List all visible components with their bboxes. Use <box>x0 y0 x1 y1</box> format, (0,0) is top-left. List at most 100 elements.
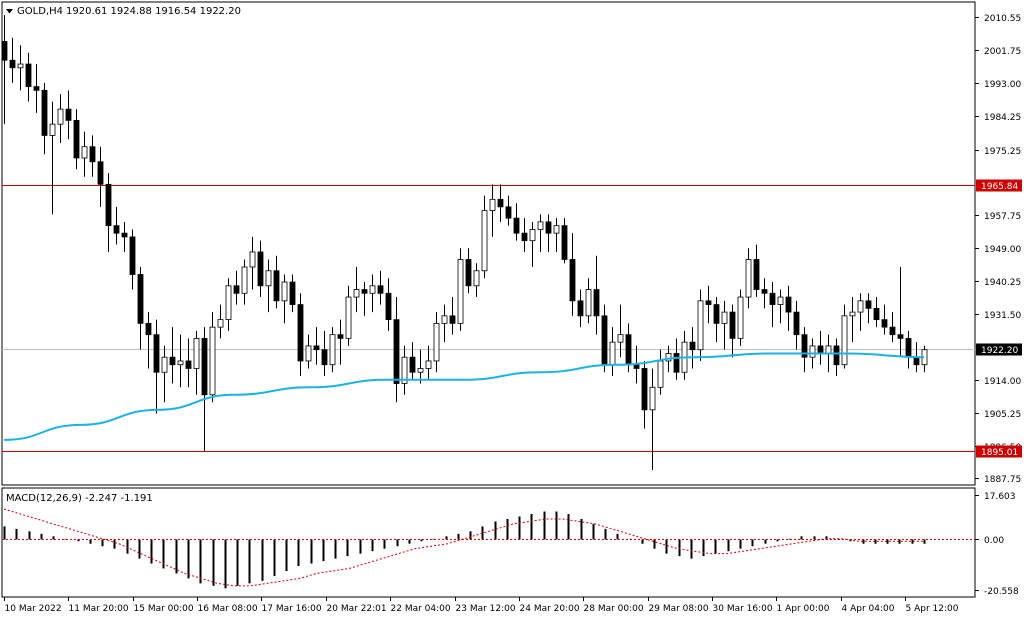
candle[interactable] <box>809 345 816 358</box>
candle[interactable] <box>529 229 536 242</box>
candle[interactable] <box>385 292 392 321</box>
macd-panel[interactable] <box>1 487 976 598</box>
candle[interactable] <box>569 259 576 302</box>
candle[interactable] <box>633 364 640 369</box>
candle[interactable] <box>353 289 360 298</box>
candle[interactable] <box>537 221 544 230</box>
candle[interactable] <box>401 356 408 384</box>
candle[interactable] <box>225 285 232 321</box>
candle[interactable] <box>513 217 520 234</box>
candle[interactable] <box>377 285 384 294</box>
candle[interactable] <box>713 304 720 324</box>
candle[interactable] <box>873 307 880 321</box>
candle[interactable] <box>369 285 376 294</box>
candle[interactable] <box>753 259 760 290</box>
candle[interactable] <box>9 59 16 69</box>
candle[interactable] <box>625 334 632 366</box>
candle[interactable] <box>145 322 152 336</box>
candle[interactable] <box>561 225 568 260</box>
candle[interactable] <box>657 360 664 388</box>
candle[interactable] <box>593 289 600 317</box>
candle[interactable] <box>433 322 440 362</box>
candle[interactable] <box>857 300 864 313</box>
candle[interactable] <box>273 270 280 302</box>
candle[interactable] <box>497 198 504 208</box>
candle[interactable] <box>81 146 88 159</box>
candle[interactable] <box>65 108 72 121</box>
candle[interactable] <box>161 356 168 373</box>
candle[interactable] <box>449 315 456 324</box>
candle[interactable] <box>289 281 296 305</box>
candle[interactable] <box>641 368 648 411</box>
candle[interactable] <box>769 292 776 305</box>
candle[interactable] <box>305 345 312 362</box>
candle[interactable] <box>1 41 8 61</box>
candle[interactable] <box>889 326 896 336</box>
candle[interactable] <box>841 315 848 366</box>
candle[interactable] <box>649 386 656 411</box>
candle[interactable] <box>201 338 208 396</box>
candle[interactable] <box>89 146 96 163</box>
candle[interactable] <box>865 300 872 309</box>
candle[interactable] <box>425 360 432 369</box>
candle[interactable] <box>257 251 264 287</box>
candle[interactable] <box>913 356 920 366</box>
candle[interactable] <box>905 338 912 358</box>
candle[interactable] <box>177 360 184 366</box>
candle[interactable] <box>577 300 584 317</box>
candle[interactable] <box>281 281 288 302</box>
price-panel[interactable] <box>1 1 976 486</box>
candle[interactable] <box>193 338 200 369</box>
candle[interactable] <box>113 225 120 234</box>
candle[interactable] <box>737 296 744 339</box>
candle[interactable] <box>505 206 512 219</box>
candle[interactable] <box>617 334 624 343</box>
candle[interactable] <box>153 334 160 373</box>
candle[interactable] <box>729 311 736 339</box>
candle[interactable] <box>209 326 216 396</box>
candle[interactable] <box>33 86 40 91</box>
candle[interactable] <box>329 334 336 366</box>
candle[interactable] <box>897 334 904 339</box>
candle[interactable] <box>265 270 272 287</box>
candle[interactable] <box>785 296 792 313</box>
dropdown-triangle-icon[interactable] <box>6 9 13 14</box>
candle[interactable] <box>817 345 824 354</box>
candle[interactable] <box>297 304 304 362</box>
candle[interactable] <box>73 120 80 159</box>
candle[interactable] <box>849 311 856 317</box>
candle[interactable] <box>441 315 448 324</box>
candle[interactable] <box>249 251 256 268</box>
candle[interactable] <box>825 345 832 354</box>
candle[interactable] <box>185 360 192 369</box>
candle[interactable] <box>169 356 176 366</box>
candle[interactable] <box>601 315 608 366</box>
candle[interactable] <box>41 89 48 136</box>
candle[interactable] <box>393 319 400 384</box>
candle[interactable] <box>481 210 488 272</box>
candle[interactable] <box>233 285 240 294</box>
candle[interactable] <box>17 63 24 69</box>
candle[interactable] <box>465 259 472 287</box>
candle[interactable] <box>585 289 592 317</box>
candle[interactable] <box>881 319 888 328</box>
candle[interactable] <box>105 183 112 227</box>
candle[interactable] <box>609 341 616 366</box>
candle[interactable] <box>409 356 416 373</box>
candle[interactable] <box>553 225 560 234</box>
candle[interactable] <box>321 349 328 366</box>
candle[interactable] <box>721 311 728 324</box>
candle[interactable] <box>345 296 352 339</box>
candle[interactable] <box>337 334 344 339</box>
candle[interactable] <box>793 311 800 336</box>
candle[interactable] <box>97 161 104 185</box>
candle[interactable] <box>473 270 480 287</box>
candle[interactable] <box>545 221 552 234</box>
candle[interactable] <box>673 353 680 373</box>
candle[interactable] <box>241 266 248 294</box>
candle[interactable] <box>801 334 808 358</box>
candle[interactable] <box>121 232 128 238</box>
candle[interactable] <box>313 345 320 351</box>
candle[interactable] <box>49 123 56 136</box>
candle[interactable] <box>745 259 752 298</box>
